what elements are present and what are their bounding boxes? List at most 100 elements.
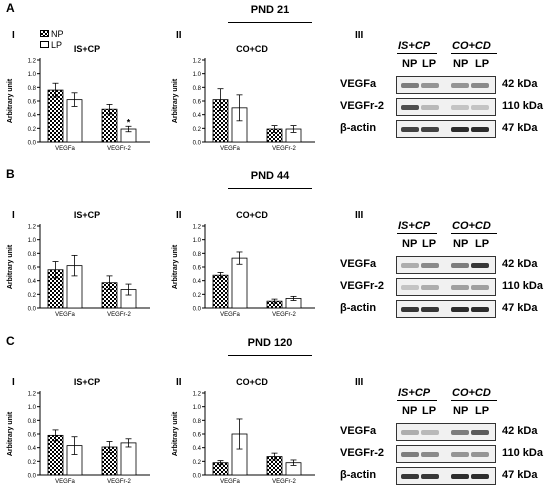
blot-lane-label: LP [422, 58, 437, 70]
y-tick-label: 0.4 [193, 446, 202, 452]
y-tick-label: 0.4 [193, 113, 202, 119]
y-tick-label: 0.0 [28, 474, 37, 480]
blot-band [421, 430, 439, 435]
y-tick-label: 0.6 [28, 433, 37, 439]
blot-band [471, 452, 489, 457]
y-tick-label: 1.2 [28, 225, 37, 231]
panel-label-ii: II [176, 30, 182, 41]
blot-strip [396, 278, 496, 296]
blot-row-label: VEGFr-2 [340, 447, 385, 459]
blot-band [401, 127, 419, 132]
x-tick-label: VEGFa [220, 146, 240, 152]
blot-kda-label: 110 kDa [502, 447, 543, 459]
blot-band [421, 285, 439, 290]
legend-label-lp: LP [51, 39, 63, 50]
blot-band [471, 474, 489, 479]
panel-label-iii: III [355, 30, 364, 41]
legend-label-np: NP [51, 28, 64, 39]
y-tick-label: 0.8 [193, 252, 202, 258]
pnd-title: PND 44 [250, 170, 290, 182]
bar-chart-b-i: IS+CP Arbitrary unit 0.0 0.2 0.4 0.6 0.8 1.0 1.2… [7, 210, 150, 318]
blot-row-label: VEGFr-2 [340, 280, 385, 292]
x-tick-label: VEGFr-2 [107, 479, 131, 485]
y-tick-label: 1.0 [193, 405, 202, 411]
blot-strip [396, 256, 496, 274]
y-tick-label: 0.4 [28, 279, 37, 285]
y-tick-label: 0.2 [193, 127, 202, 133]
blot-band [471, 285, 489, 290]
blot-strip [396, 120, 496, 138]
bar-np-vegfa [212, 274, 229, 309]
y-tick-label: 1.2 [193, 59, 202, 65]
blot-header-left: IS+CP [398, 220, 431, 232]
chart-title: CO+CD [236, 377, 268, 387]
y-tick-label: 0.0 [28, 307, 37, 313]
x-tick-label: VEGFa [220, 479, 240, 485]
legend-item-lp: LP [40, 39, 64, 50]
western-blot: IS+CP CO+CD NP LP NP LP VEGFa 42 kDa VEGFr-2 110 … [340, 30, 550, 160]
blot-band [421, 127, 439, 132]
blot-band [451, 105, 469, 110]
blot-strip [396, 98, 496, 116]
section-letter: B [6, 167, 15, 181]
legend-item-np: NP [40, 28, 64, 39]
x-tick-label: VEGFr-2 [107, 312, 131, 318]
blot-kda-label: 110 kDa [502, 100, 543, 112]
y-tick-label: 0.6 [193, 100, 202, 106]
blot-band [451, 430, 469, 435]
y-tick-label: 0.8 [193, 419, 202, 425]
blot-band [401, 105, 419, 110]
y-tick-label: 0.8 [28, 252, 37, 258]
blot-lane-label: LP [475, 405, 490, 417]
blot-strip [396, 423, 496, 441]
y-tick-label: 1.2 [193, 392, 202, 398]
y-tick-label: 1.0 [28, 405, 37, 411]
y-tick-label: 0.2 [28, 127, 37, 133]
pnd-title: PND 120 [247, 337, 293, 349]
y-tick-label: 0.8 [28, 419, 37, 425]
bar-chart-a-i: IS+CP Arbitrary unit 0.0 0.2 0.4 0.6 0.8 1.0 1.2… [7, 44, 150, 152]
bar-chart-c-ii: CO+CD Arbitrary unit 0.0 0.2 0.4 0.6 0.8 1.0 1.2… [172, 377, 315, 485]
blot-kda-label: 110 kDa [502, 280, 543, 292]
blot-band [401, 83, 419, 88]
x-tick-label: VEGFa [55, 146, 75, 152]
blot-header-underline [397, 400, 437, 401]
blot-strip [396, 445, 496, 463]
panel-label-ii: II [176, 377, 182, 388]
blot-lane-label: NP [402, 238, 418, 250]
panel-label-i: I [12, 30, 15, 41]
blot-band [451, 127, 469, 132]
chart-title: CO+CD [236, 44, 268, 54]
blot-band [421, 83, 439, 88]
blot-header-right: CO+CD [452, 40, 491, 52]
legend-swatch-np [40, 30, 49, 37]
bar-np-vegfa [47, 434, 64, 476]
blot-row-label: VEGFa [340, 78, 377, 90]
y-tick-label: 0.6 [28, 100, 37, 106]
blot-lane-label: NP [453, 405, 469, 417]
y-tick-label: 1.0 [28, 238, 37, 244]
blot-kda-label: 42 kDa [502, 258, 538, 270]
bar-chart-a-ii: CO+CD Arbitrary unit 0.0 0.2 0.4 0.6 0.8 1.0 1.2… [172, 44, 315, 152]
blot-row-label: VEGFa [340, 258, 377, 270]
blot-header-left: IS+CP [398, 40, 431, 52]
chart-title: IS+CP [74, 210, 100, 220]
blot-band [401, 474, 419, 479]
y-tick-label: 0.4 [193, 279, 202, 285]
blot-lane-label: NP [402, 58, 418, 70]
y-axis-label: Arbitrary unit [7, 411, 14, 456]
blot-kda-label: 42 kDa [502, 78, 538, 90]
blot-strip [396, 76, 496, 94]
blot-row-label: β-actin [340, 122, 377, 134]
blot-lane-label: LP [475, 58, 490, 70]
y-tick-label: 0.0 [193, 474, 202, 480]
blot-band [401, 452, 419, 457]
blot-band [421, 452, 439, 457]
y-tick-label: 0.4 [28, 446, 37, 452]
panel-label-ii: II [176, 210, 182, 221]
blot-kda-label: 47 kDa [502, 469, 538, 481]
blot-band [451, 83, 469, 88]
blot-band [421, 105, 439, 110]
blot-kda-label: 42 kDa [502, 425, 538, 437]
y-tick-label: 0.2 [193, 293, 202, 299]
